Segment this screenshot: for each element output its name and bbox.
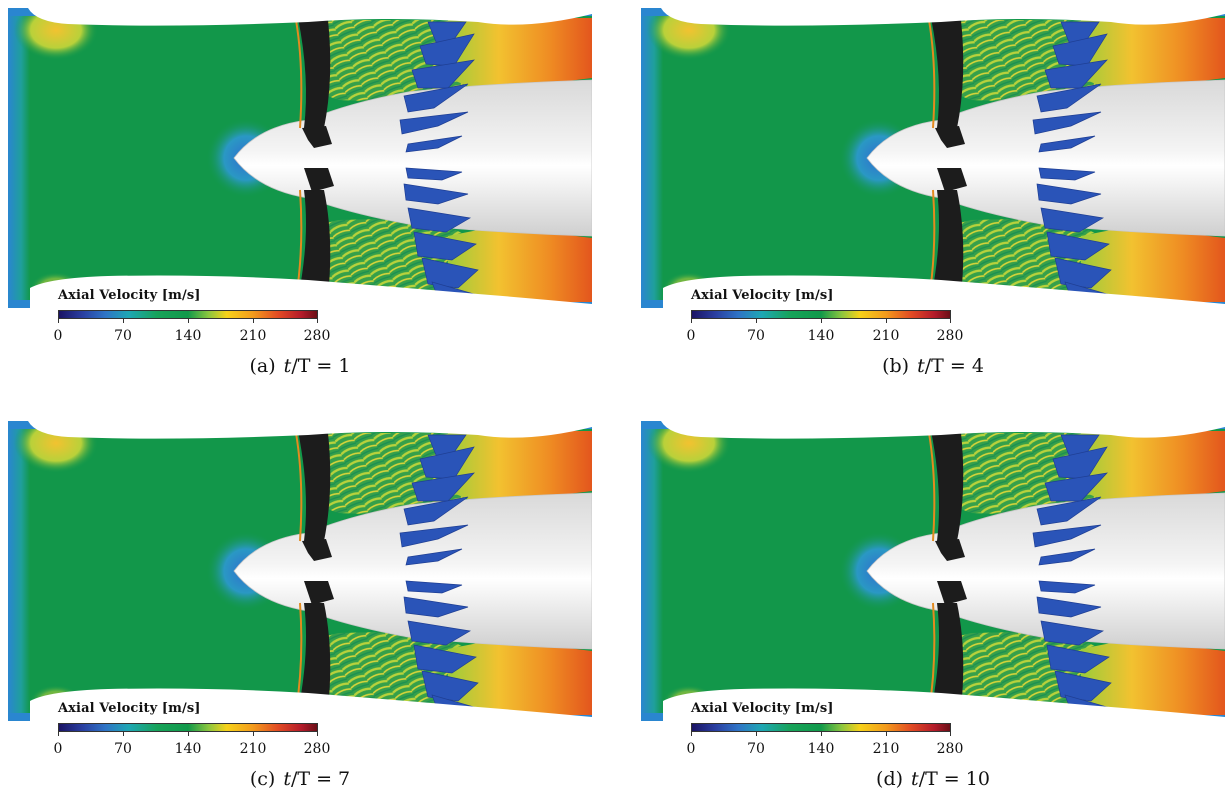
panel-caption: (a) t/T = 1	[8, 355, 592, 377]
panel-a: Axial Velocity [m/s] 0 70 140 210 280 (a…	[8, 8, 592, 378]
caption-time-var: t	[911, 768, 919, 790]
caption-period: /T	[919, 768, 938, 790]
colorbar-tickmark	[821, 732, 822, 736]
caption-label: (d)	[876, 768, 903, 790]
caption-time-var: t	[283, 768, 291, 790]
panel-caption: (b) t/T = 4	[641, 355, 1225, 377]
colorbar-tickmark	[886, 732, 887, 736]
colorbar-title: Axial Velocity [m/s]	[691, 288, 834, 303]
colorbar	[58, 310, 318, 319]
colorbar-tick-label: 70	[731, 328, 781, 344]
colorbar-tickmark	[123, 319, 124, 323]
caption-time-var: t	[917, 355, 925, 377]
colorbar-tick-label: 140	[796, 741, 846, 757]
colorbar-tickmark	[821, 319, 822, 323]
colorbar-tick-label: 0	[666, 741, 716, 757]
caption-period: /T	[291, 768, 310, 790]
caption-equals: =	[310, 768, 338, 790]
colorbar-tickmark	[756, 732, 757, 736]
caption-equals: =	[938, 768, 966, 790]
caption-period: /T	[925, 355, 944, 377]
colorbar-tick-label: 210	[861, 328, 911, 344]
colorbar-tickmark	[317, 732, 318, 736]
colorbar-tick-label: 0	[33, 328, 83, 344]
colorbar-title: Axial Velocity [m/s]	[58, 288, 201, 303]
colorbar-tick-label: 0	[33, 741, 83, 757]
flow-field-image	[8, 8, 592, 308]
caption-label: (c)	[250, 768, 275, 790]
colorbar-tick-label: 210	[228, 741, 278, 757]
colorbar-tickmark	[188, 319, 189, 323]
colorbar-tick-label: 0	[666, 328, 716, 344]
colorbar-tick-label: 280	[925, 328, 975, 344]
colorbar-tick-label: 70	[731, 741, 781, 757]
colorbar-title: Axial Velocity [m/s]	[691, 701, 834, 716]
colorbar-tickmark	[123, 732, 124, 736]
caption-equals: =	[944, 355, 972, 377]
colorbar-tickmark	[253, 732, 254, 736]
flow-field-image	[641, 8, 1225, 308]
colorbar-tickmark	[58, 319, 59, 323]
colorbar	[691, 310, 951, 319]
panel-c: Axial Velocity [m/s] 0 70 140 210 280 (c…	[8, 421, 592, 791]
caption-time-value: 7	[338, 768, 350, 790]
panel-b: Axial Velocity [m/s] 0 70 140 210 280 (b…	[641, 8, 1225, 378]
colorbar-tick-label: 140	[163, 741, 213, 757]
caption-label: (a)	[250, 355, 276, 377]
colorbar-tickmark	[58, 732, 59, 736]
colorbar-tickmark	[188, 732, 189, 736]
panel-d: Axial Velocity [m/s] 0 70 140 210 280 (d…	[641, 421, 1225, 791]
flow-field-image	[641, 421, 1225, 721]
colorbar-tickmark	[950, 732, 951, 736]
colorbar	[691, 723, 951, 732]
colorbar-tickmark	[317, 319, 318, 323]
colorbar-tickmark	[691, 319, 692, 323]
caption-time-value: 4	[972, 355, 984, 377]
colorbar-tick-label: 210	[228, 328, 278, 344]
caption-time-value: 10	[966, 768, 990, 790]
colorbar-tick-label: 280	[292, 328, 342, 344]
colorbar-tickmark	[950, 319, 951, 323]
colorbar-tickmark	[691, 732, 692, 736]
colorbar-tick-label: 210	[861, 741, 911, 757]
colorbar-tick-label: 280	[925, 741, 975, 757]
colorbar-tickmark	[756, 319, 757, 323]
colorbar	[58, 723, 318, 732]
colorbar-tickmark	[253, 319, 254, 323]
colorbar-tick-label: 70	[98, 741, 148, 757]
caption-period: /T	[291, 355, 310, 377]
caption-equals: =	[310, 355, 338, 377]
flow-field-image	[8, 421, 592, 721]
colorbar-title: Axial Velocity [m/s]	[58, 701, 201, 716]
colorbar-tickmark	[886, 319, 887, 323]
colorbar-tick-label: 140	[796, 328, 846, 344]
caption-label: (b)	[882, 355, 909, 377]
colorbar-tick-label: 140	[163, 328, 213, 344]
colorbar-tick-label: 280	[292, 741, 342, 757]
colorbar-tick-label: 70	[98, 328, 148, 344]
panel-caption: (d) t/T = 10	[641, 768, 1225, 790]
panel-caption: (c) t/T = 7	[8, 768, 592, 790]
caption-time-value: 1	[338, 355, 350, 377]
